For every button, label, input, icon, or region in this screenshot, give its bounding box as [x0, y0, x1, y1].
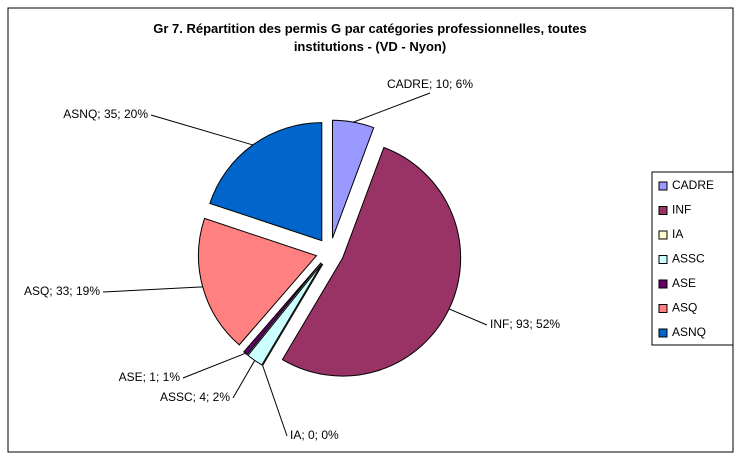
legend-swatch	[658, 230, 668, 240]
pie-slice	[243, 262, 322, 356]
legend-swatch	[658, 206, 668, 215]
chart-title: Gr 7. Répartition des permis G par catég…	[153, 21, 586, 54]
legend-swatch	[658, 255, 668, 264]
title-line: institutions - (VD - Nyon)	[294, 39, 446, 54]
data-label: ASSC; 4; 2%	[160, 390, 230, 404]
legend-label: ASQ	[672, 301, 697, 315]
leader-line	[262, 365, 288, 437]
data-label: IA; 0; 0%	[290, 428, 339, 442]
leader-line	[232, 360, 256, 399]
legend-label: ASE	[672, 276, 696, 290]
legend-swatch	[658, 328, 668, 338]
leader-line	[353, 92, 431, 123]
data-label: ASNQ; 35; 20%	[63, 107, 148, 121]
leader-line	[448, 308, 488, 326]
legend-swatch	[658, 279, 668, 289]
legend-label: ASNQ	[672, 325, 706, 339]
legend-label: IA	[672, 227, 683, 241]
legend-label: ASSC	[672, 252, 705, 266]
leader-line	[182, 352, 246, 379]
legend-label: CADRE	[672, 178, 714, 192]
legend: CADRE INF IA ASSC ASE ASQ ASNQ	[651, 171, 734, 346]
data-label: ASQ; 33; 19%	[24, 284, 100, 298]
pie-slice	[209, 122, 323, 242]
data-label: INF; 93; 52%	[490, 317, 560, 331]
pie-slice	[281, 146, 462, 377]
legend-swatch	[658, 181, 668, 191]
legend-swatch	[658, 304, 668, 313]
data-label: ASE; 1; 1%	[119, 370, 181, 384]
legend-label: INF	[672, 203, 691, 217]
data-label: CADRE; 10; 6%	[387, 77, 473, 91]
leader-line	[102, 286, 203, 293]
title-line: Gr 7. Répartition des permis G par catég…	[153, 21, 586, 36]
pie-slice	[331, 119, 375, 239]
leader-line	[150, 114, 253, 146]
